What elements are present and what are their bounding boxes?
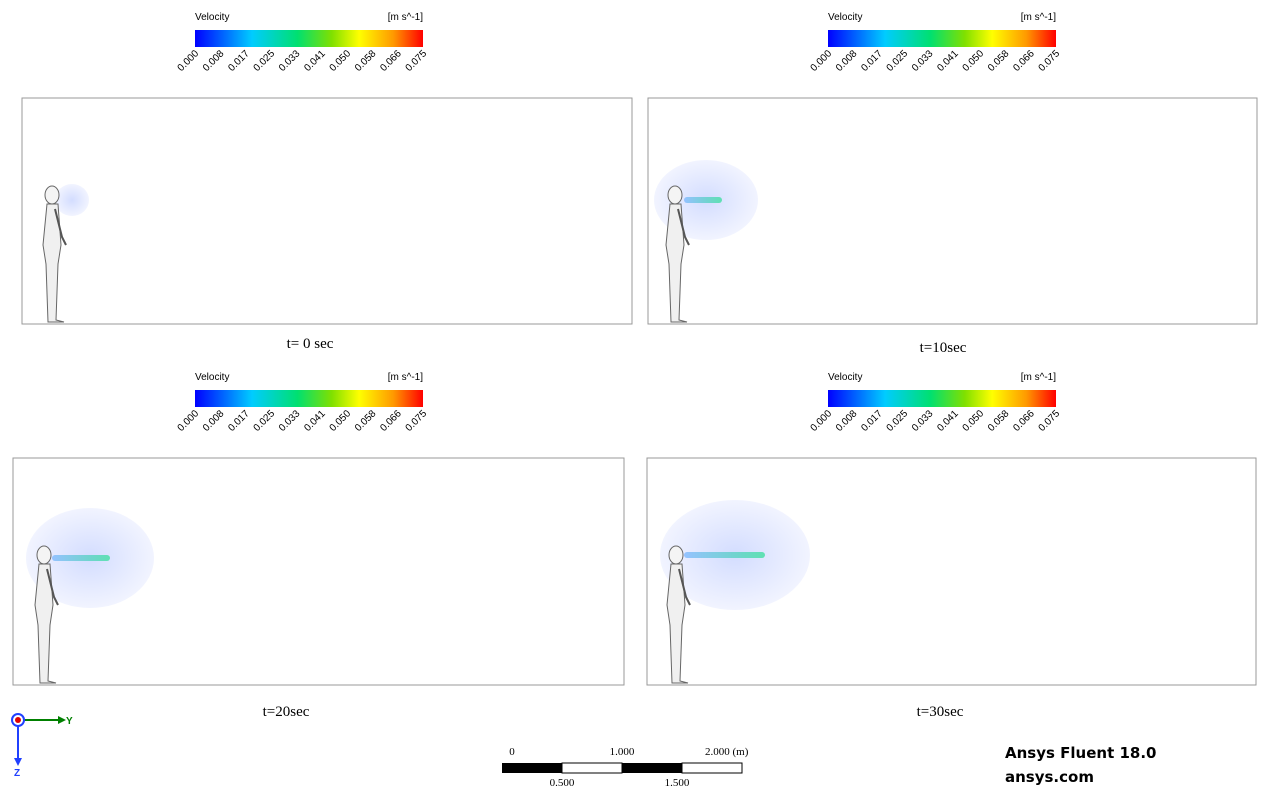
- legend-tick: 0.050: [328, 408, 354, 434]
- scale-label: 1.000: [610, 746, 635, 758]
- legend-tick: 0.041: [302, 48, 328, 74]
- jet: [52, 555, 110, 561]
- legend-tick: 0.041: [302, 408, 328, 434]
- caption: t=20sec: [263, 704, 310, 720]
- legend-title: Velocity: [828, 12, 862, 23]
- legend-tick: 0.017: [226, 408, 252, 434]
- colorbar: [828, 390, 1056, 407]
- legend-tick: 0.066: [378, 408, 404, 434]
- brand-site: ansys.com: [1005, 768, 1094, 786]
- legend-tick: 0.017: [859, 48, 885, 74]
- viewport: [22, 98, 632, 324]
- legend-tick: 0.050: [961, 408, 987, 434]
- legend-tick: 0.033: [277, 408, 303, 434]
- legend-tick: 0.008: [201, 48, 227, 74]
- axis-label: Y: [66, 716, 73, 727]
- legend-title: Velocity: [195, 372, 229, 383]
- scale-label: 1.500: [665, 777, 690, 789]
- legend-tick: 0.041: [935, 48, 961, 74]
- legend-tick: 0.000: [809, 408, 835, 434]
- legend-tick: 0.075: [404, 48, 430, 74]
- legend-tick: 0.066: [1011, 408, 1037, 434]
- legend-tick: 0.075: [404, 408, 430, 434]
- legend-tick: 0.017: [859, 408, 885, 434]
- legend-tick: 0.025: [252, 48, 278, 74]
- colorbar: [195, 30, 423, 47]
- brand-product: Ansys Fluent 18.0: [1005, 744, 1156, 762]
- legend-unit: [m s^-1]: [388, 372, 423, 383]
- jet: [684, 552, 765, 558]
- jet: [684, 197, 722, 203]
- legend-tick: 0.075: [1037, 48, 1063, 74]
- legend-tick: 0.025: [885, 48, 911, 74]
- legend-tick: 0.058: [986, 408, 1012, 434]
- colorbar: [195, 390, 423, 407]
- legend-tick: 0.000: [176, 48, 202, 74]
- legend-tick: 0.050: [961, 48, 987, 74]
- legend-tick: 0.033: [277, 48, 303, 74]
- legend-tick: 0.066: [378, 48, 404, 74]
- legend-tick: 0.008: [834, 408, 860, 434]
- caption: t=30sec: [917, 704, 964, 720]
- page: 0 1.000 2.000 (m) 0.500 1.500 Y Z Ansys …: [0, 0, 1264, 789]
- scale-label: 2.000 (m): [705, 746, 749, 758]
- scale-label: 0: [509, 746, 515, 758]
- scale-bar: 0 1.000 2.000 (m) 0.500 1.500: [502, 746, 749, 789]
- legend-tick: 0.058: [986, 48, 1012, 74]
- colorbar: [828, 30, 1056, 47]
- axis-label: Z: [14, 768, 20, 779]
- caption: t= 0 sec: [287, 336, 334, 352]
- legend-tick: 0.008: [834, 48, 860, 74]
- legend-tick: 0.033: [910, 48, 936, 74]
- legend-tick: 0.041: [935, 408, 961, 434]
- head: [668, 186, 682, 204]
- legend-unit: [m s^-1]: [388, 12, 423, 23]
- legend-tick: 0.025: [252, 408, 278, 434]
- plume: [55, 184, 89, 216]
- legend-unit: [m s^-1]: [1021, 12, 1056, 23]
- caption: t=10sec: [920, 340, 967, 356]
- legend-tick: 0.033: [910, 408, 936, 434]
- axis-triad: Y Z: [12, 714, 73, 779]
- legend-tick: 0.000: [809, 48, 835, 74]
- legend-tick: 0.050: [328, 48, 354, 74]
- legend-tick: 0.058: [353, 48, 379, 74]
- legend-title: Velocity: [195, 12, 229, 23]
- legend-tick: 0.017: [226, 48, 252, 74]
- legend-tick: 0.075: [1037, 408, 1063, 434]
- scale-label: 0.500: [550, 777, 575, 789]
- legend-unit: [m s^-1]: [1021, 372, 1056, 383]
- legend-tick: 0.066: [1011, 48, 1037, 74]
- legend-tick: 0.025: [885, 408, 911, 434]
- legend-tick: 0.008: [201, 408, 227, 434]
- legend-title: Velocity: [828, 372, 862, 383]
- head: [37, 546, 51, 564]
- legend-tick: 0.000: [176, 408, 202, 434]
- figure: 0 1.000 2.000 (m) 0.500 1.500 Y Z Ansys …: [0, 0, 1264, 789]
- legend-tick: 0.058: [353, 408, 379, 434]
- head: [45, 186, 59, 204]
- head: [669, 546, 683, 564]
